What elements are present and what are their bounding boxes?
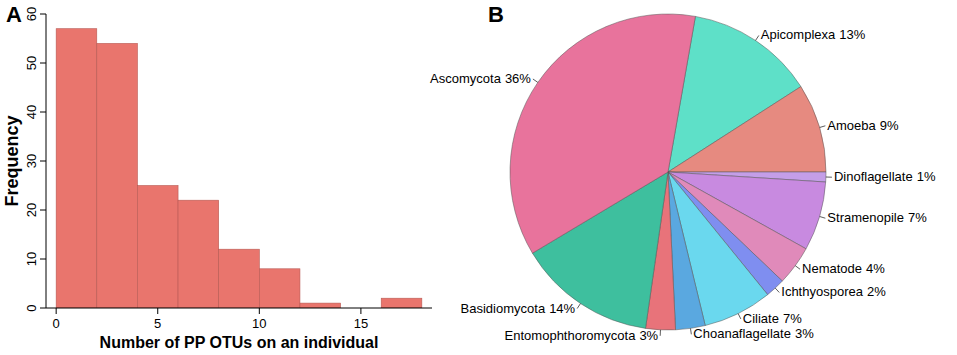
slice-label: Dinoflagellate 1%	[834, 169, 936, 184]
slice-value: 3%	[639, 328, 658, 343]
y-tick-label: 60	[24, 7, 39, 21]
slice-value: 2%	[867, 284, 886, 299]
histogram-bar	[219, 249, 260, 308]
pie-labels: Apicomplexa13% Amoeba 9% Dinoflagellate 1% St…	[430, 27, 936, 342]
slice-name: Apicomplexa	[761, 27, 836, 42]
x-tick	[259, 308, 260, 314]
leader-line	[738, 314, 741, 319]
slice-label: Apicomplexa13%	[761, 27, 866, 42]
slice-value: 7%	[783, 311, 802, 326]
leader-line	[756, 35, 759, 40]
y-tick	[40, 161, 46, 162]
y-tick-label: 0	[24, 304, 39, 311]
pie-slice	[668, 87, 826, 172]
leader-line	[775, 288, 779, 292]
slice-label: Ascomycota36%	[430, 71, 531, 86]
slice-name: Dinoflagellate	[834, 169, 913, 184]
histogram-bar	[178, 200, 219, 308]
y-tick	[40, 259, 46, 260]
histogram-bar	[300, 303, 341, 308]
y-tick	[40, 308, 46, 309]
figure: A 0 10 20 30 40 50 60 Frequency 0 5 10 15 Number of P…	[0, 0, 957, 355]
slice-name: Basidiomycota	[461, 301, 546, 316]
y-tick	[40, 63, 46, 64]
slice-name: Nematode	[802, 261, 862, 276]
y-axis-title: Frequency	[2, 115, 22, 206]
slice-label: Entomophthoromycota3%	[505, 328, 659, 343]
x-tick	[56, 308, 57, 314]
slice-value: 3%	[795, 326, 814, 341]
histogram-bar	[56, 29, 97, 308]
panel-label: A	[6, 2, 22, 27]
pie-slices	[510, 14, 826, 330]
slice-label: Amoeba 9%	[827, 118, 899, 133]
slice-name: Entomophthoromycota	[505, 328, 637, 343]
slice-name: Ichthyosporea	[781, 284, 863, 299]
slice-name: Amoeba	[827, 118, 876, 133]
histogram-bar	[259, 269, 300, 308]
y-tick-label: 10	[24, 252, 39, 266]
slice-value: 14%	[549, 301, 575, 316]
slice-value: 1%	[917, 169, 936, 184]
x-tick-label: 15	[354, 316, 368, 331]
slice-value: 13%	[839, 27, 865, 42]
y-tick	[40, 14, 46, 15]
y-tick-label: 40	[24, 105, 39, 119]
leader-line	[690, 328, 692, 334]
x-tick	[360, 308, 361, 314]
y-tick-label: 30	[24, 154, 39, 168]
leader-line	[533, 79, 538, 82]
histogram-bar	[137, 186, 178, 309]
leader-line	[660, 330, 661, 336]
slice-label: Ichthyosporea 2%	[781, 284, 886, 299]
slice-name: Ciliate	[743, 311, 779, 326]
slice-value: 9%	[880, 118, 899, 133]
x-tick-label: 0	[53, 316, 60, 331]
leader-line	[820, 126, 826, 128]
leader-line	[820, 217, 826, 219]
x-axis-title: Number of PP OTUs on an individual	[100, 334, 379, 351]
slice-label: Stramenopile 7%	[827, 210, 927, 225]
slice-name: Stramenopile	[827, 210, 904, 225]
y-tick-label: 20	[24, 203, 39, 217]
y-tick	[40, 210, 46, 211]
slice-value: 36%	[505, 71, 531, 86]
slice-name: Ascomycota	[430, 71, 502, 86]
slice-value: 7%	[908, 210, 927, 225]
leader-line	[577, 304, 580, 309]
y-tick-label: 50	[24, 56, 39, 70]
leader-line	[795, 266, 800, 270]
pie-slice	[510, 14, 695, 253]
slice-name: Choanaflagellate	[693, 326, 791, 341]
slice-label: Choanaflagellate 3%	[693, 326, 814, 341]
leader-line	[826, 177, 832, 178]
y-tick	[40, 112, 46, 113]
slice-value: 4%	[866, 261, 885, 276]
histogram-bar	[381, 298, 422, 308]
slice-label: Nematode 4%	[802, 261, 885, 276]
panel-label: B	[488, 2, 504, 27]
x-tick	[157, 308, 158, 314]
x-tick-label: 10	[252, 316, 266, 331]
x-axis-line	[46, 308, 432, 309]
histogram-bar	[97, 43, 138, 308]
x-tick-label: 5	[154, 316, 161, 331]
slice-label: Ciliate 7%	[743, 311, 802, 326]
slice-label: Basidiomycota14%	[461, 301, 576, 316]
bars	[56, 29, 422, 308]
